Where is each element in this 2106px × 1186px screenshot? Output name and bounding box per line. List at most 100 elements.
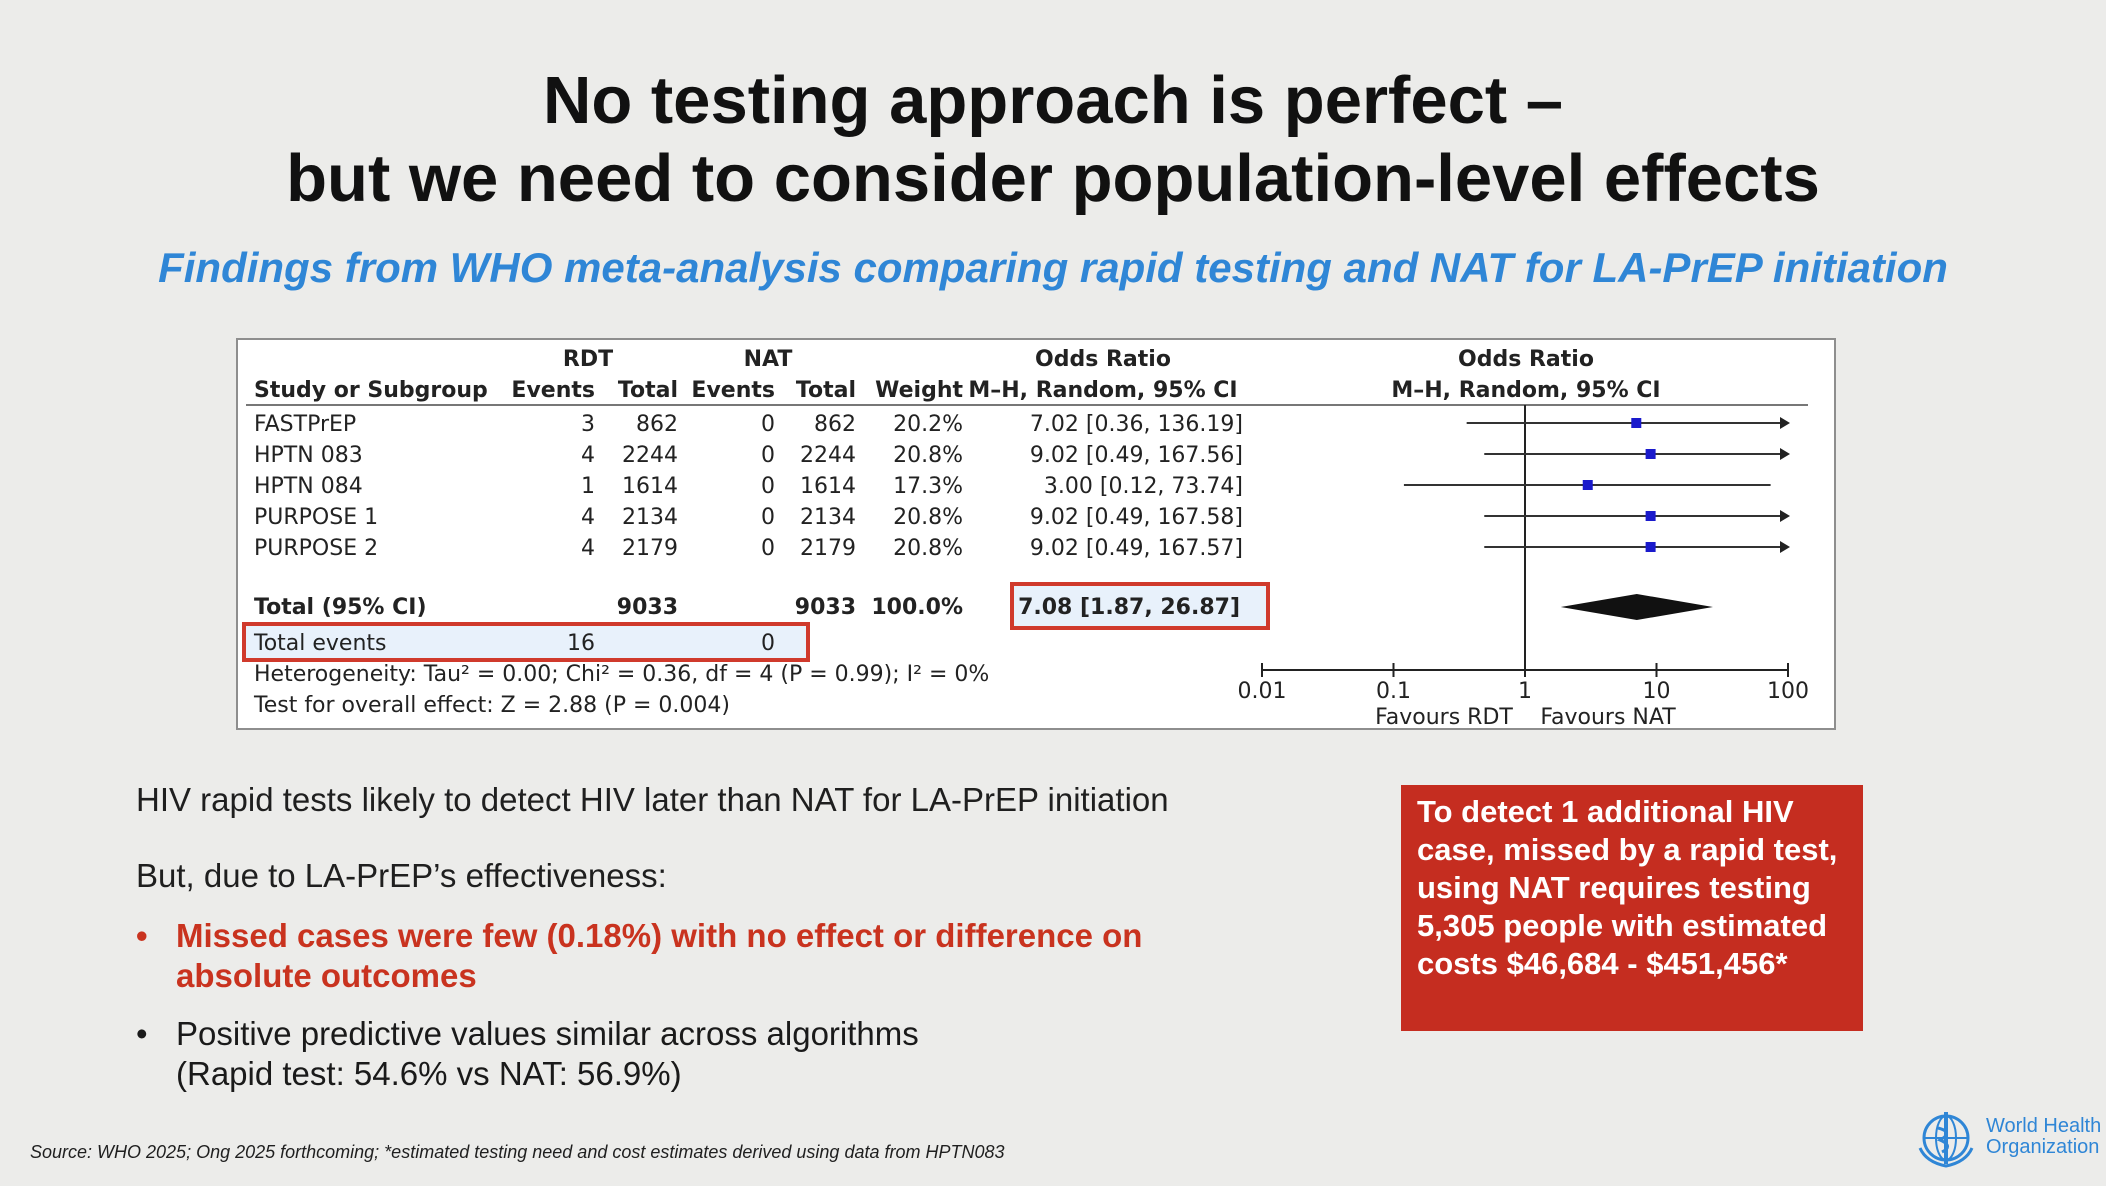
row-total-rdt: 862 — [636, 412, 678, 437]
bullet-ppv-line-2: (Rapid test: 54.6% vs NAT: 56.9%) — [176, 1055, 682, 1092]
row-total-nat: 2179 — [800, 536, 856, 561]
who-name-line-2: Organization — [1986, 1136, 2100, 1158]
ci-arrow — [1780, 541, 1790, 553]
row-events-rdt: 3 — [581, 412, 595, 437]
bullet-dot: • — [136, 1015, 148, 1052]
who-logo: World Health Organization — [1914, 1108, 2104, 1168]
axis-tick-label: 10 — [1643, 679, 1671, 704]
table-row: HPTN 083 4 2244 0 2244 20.8% 9.02 [0.49,… — [254, 443, 1243, 468]
who-name: World Health Organization — [1986, 1116, 2101, 1158]
point-estimate — [1645, 511, 1656, 521]
row-or-ci: 9.02 [0.49, 167.57] — [1030, 536, 1243, 561]
row-or-ci: 9.02 [0.49, 167.58] — [1030, 505, 1243, 530]
col-weight: Weight — [875, 378, 963, 403]
row-events-rdt: 1 — [581, 474, 595, 499]
finding-line-2: But, due to LA-PrEP’s effectiveness: — [136, 857, 667, 894]
col-events-nat: Events — [691, 378, 775, 403]
bullet-ppv-line-1: Positive predictive values similar acros… — [176, 1015, 919, 1052]
point-estimate — [1645, 542, 1656, 552]
who-name-line-1: World Health — [1986, 1115, 2102, 1137]
study-rows: FASTPrEP 3 862 0 862 20.2% 7.02 [0.36, 1… — [254, 412, 1243, 561]
title-line-1: No testing approach is perfect – — [542, 63, 1564, 138]
favours-nat-label: Favours NAT — [1540, 705, 1676, 730]
source-footnote: Source: WHO 2025; Ong 2025 forthcoming; … — [30, 1142, 1005, 1162]
ci-arrow — [1780, 510, 1790, 522]
row-study: FASTPrEP — [254, 412, 356, 437]
row-total-rdt: 2179 — [622, 536, 678, 561]
header-or-left: Odds Ratio — [1035, 347, 1171, 372]
col-events-rdt: Events — [511, 378, 595, 403]
axis-tick-label: 0.1 — [1376, 679, 1411, 704]
slide-subtitle: Findings from WHO meta-analysis comparin… — [158, 244, 1948, 291]
table-row: PURPOSE 2 4 2179 0 2179 20.8% 9.02 [0.49… — [254, 536, 1243, 561]
table-row: FASTPrEP 3 862 0 862 20.2% 7.02 [0.36, 1… — [254, 412, 1243, 437]
row-events-rdt: 4 — [581, 505, 595, 530]
row-weight: 17.3% — [893, 474, 963, 499]
header-or-right: Odds Ratio — [1458, 347, 1594, 372]
row-events-nat: 0 — [761, 443, 775, 468]
heterogeneity-stat: Heterogeneity: Tau² = 0.00; Chi² = 0.36,… — [254, 662, 989, 687]
axis-tick-label: 1 — [1518, 679, 1532, 704]
total-or-highlight — [1010, 582, 1270, 630]
table-row: HPTN 084 1 1614 0 1614 17.3% 3.00 [0.12,… — [254, 474, 1243, 499]
row-or-ci: 7.02 [0.36, 136.19] — [1030, 412, 1243, 437]
forest-axis: 0.01 0.1 1 10 100 — [1238, 663, 1809, 704]
point-estimate — [1582, 480, 1593, 490]
header-nat: NAT — [744, 347, 793, 372]
finding-line-1: HIV rapid tests likely to detect HIV lat… — [136, 781, 1169, 818]
col-ci-left: M–H, Random, 95% CI — [968, 378, 1237, 403]
total-or-ci: 7.08 [1.87, 26.87] — [1018, 595, 1240, 620]
row-total-rdt: 2244 — [622, 443, 678, 468]
row-total-nat: 2244 — [800, 443, 856, 468]
header-rdt: RDT — [563, 347, 613, 372]
row-or-ci: 9.02 [0.49, 167.56] — [1030, 443, 1243, 468]
forest-plot-area — [1403, 405, 1790, 670]
forest-plot-svg: RDT NAT Odds Ratio Odds Ratio Study or S… — [242, 347, 1809, 730]
bullet-dot: • — [136, 917, 148, 954]
total-events-highlight — [242, 622, 810, 662]
bullet-ppv: • Positive predictive values similar acr… — [136, 1014, 1296, 1098]
row-weight: 20.8% — [893, 443, 963, 468]
col-total-rdt: Total — [618, 378, 678, 403]
cost-callout: To detect 1 additional HIV case, missed … — [1401, 785, 1863, 1031]
who-emblem-icon — [1918, 1112, 1974, 1168]
forest-plot: RDT NAT Odds Ratio Odds Ratio Study or S… — [236, 338, 1836, 730]
col-ci-right: M–H, Random, 95% CI — [1391, 378, 1660, 403]
events-label: Total events — [253, 631, 387, 656]
row-total-nat: 1614 — [800, 474, 856, 499]
row-events-nat: 0 — [761, 474, 775, 499]
slide-title: No testing approach is perfect – but we … — [0, 62, 2106, 218]
row-weight: 20.2% — [893, 412, 963, 437]
row-study: PURPOSE 1 — [254, 505, 378, 530]
point-estimate — [1645, 449, 1656, 459]
total-weight: 100.0% — [871, 595, 963, 620]
events-rdt: 16 — [567, 631, 595, 656]
events-nat: 0 — [761, 631, 775, 656]
title-line-2: but we need to consider population-level… — [286, 141, 1820, 216]
total-nat: 9033 — [795, 595, 856, 620]
table-row: PURPOSE 1 4 2134 0 2134 20.8% 9.02 [0.49… — [254, 505, 1243, 530]
ci-arrow — [1780, 417, 1790, 429]
col-total-nat: Total — [796, 378, 856, 403]
overall-effect-stat: Test for overall effect: Z = 2.88 (P = 0… — [253, 693, 730, 718]
row-events-rdt: 4 — [581, 536, 595, 561]
row-total-nat: 862 — [814, 412, 856, 437]
col-study: Study or Subgroup — [254, 378, 488, 403]
axis-tick-label: 100 — [1767, 679, 1809, 704]
row-total-nat: 2134 — [800, 505, 856, 530]
bullet-ppv-text: Positive predictive values similar acros… — [176, 1014, 1286, 1094]
row-total-rdt: 1614 — [622, 474, 678, 499]
row-total-rdt: 2134 — [622, 505, 678, 530]
row-events-rdt: 4 — [581, 443, 595, 468]
row-study: HPTN 083 — [254, 443, 363, 468]
callout-text: To detect 1 additional HIV case, missed … — [1417, 794, 1838, 981]
row-study: PURPOSE 2 — [254, 536, 378, 561]
bullet-missed-cases-text: Missed cases were few (0.18%) with no ef… — [176, 917, 1143, 994]
bullet-missed-cases: • Missed cases were few (0.18%) with no … — [136, 916, 1296, 1000]
total-label: Total (95% CI) — [254, 595, 427, 620]
row-events-nat: 0 — [761, 505, 775, 530]
row-weight: 20.8% — [893, 505, 963, 530]
ci-arrow — [1780, 448, 1790, 460]
row-events-nat: 0 — [761, 536, 775, 561]
row-weight: 20.8% — [893, 536, 963, 561]
